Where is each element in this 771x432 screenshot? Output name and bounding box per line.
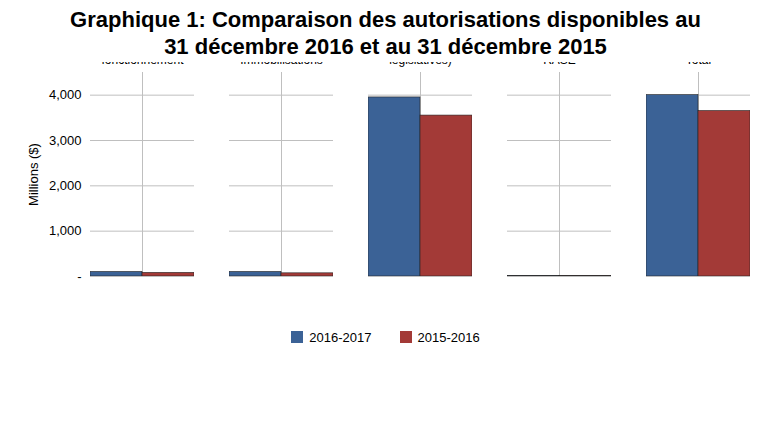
svg-text:4,000: 4,000 <box>49 87 82 102</box>
svg-text:Contributions(Votées &législat: Contributions(Votées &législatives) <box>385 62 456 67</box>
svg-text:Dépenses defonctionnement: Dépenses defonctionnement <box>101 62 184 67</box>
html-text:Graphique 1: Comparaison des a: Graphique 1: Comparaison des autorisatio… <box>70 7 701 59</box>
svg-text:2,000: 2,000 <box>49 178 82 193</box>
svg-text:1,000: 1,000 <box>49 223 82 238</box>
html-text:2016-2017: 2016-2017 <box>309 330 372 345</box>
svg-text:3,000: 3,000 <box>49 133 82 148</box>
svg-text:-: - <box>77 269 81 284</box>
svg-text:Millions ($): Millions ($) <box>26 143 41 206</box>
svg-text:Total: Total <box>686 62 711 67</box>
svg-text:Contributions auRASE: Contributions auRASE <box>516 62 603 67</box>
svg-text:Immobilisations: Immobilisations <box>240 62 323 67</box>
html-text:2015-2016: 2015-2016 <box>417 330 480 345</box>
